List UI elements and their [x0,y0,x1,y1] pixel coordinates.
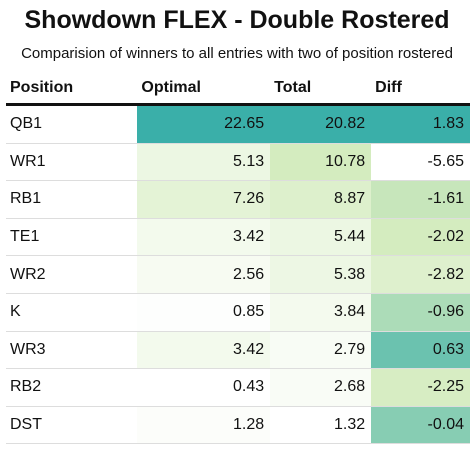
position-cell: RB1 [6,180,138,219]
value-cell: -2.25 [371,368,470,407]
data-table: Position Optimal Total Diff QB1 22.65 20.82 1.… [6,73,470,445]
column-header: Optimal [137,73,271,106]
position-cell: TE1 [6,218,138,257]
value-cell: 0.85 [137,293,271,332]
table-row: RB2 0.43 2.68 -2.25 [6,368,470,407]
value-cell: -0.04 [371,406,470,445]
value-cell: 5.44 [270,218,372,257]
value-cell: -1.61 [371,180,470,219]
column-header: Position [6,73,138,106]
table-row: QB1 22.65 20.82 1.83 [6,104,470,144]
position-cell: QB1 [6,104,138,144]
title: Showdown FLEX - Double Rostered [24,6,450,34]
table-row: WR3 3.42 2.79 0.63 [6,331,470,370]
table-row: DST 1.28 1.32 -0.04 [6,406,470,445]
value-cell: -2.82 [371,255,470,294]
value-cell: 3.84 [270,293,372,332]
value-cell: 1.83 [371,104,470,144]
column-header: Diff [371,73,470,106]
value-cell: 1.32 [270,406,372,445]
value-cell: 7.26 [137,180,271,219]
column-header: Total [270,73,372,106]
table-row: RB1 7.26 8.87 -1.61 [6,180,470,219]
value-cell: 22.65 [137,104,271,144]
position-cell: WR1 [6,143,138,182]
value-cell: 2.56 [137,255,271,294]
position-cell: WR3 [6,331,138,370]
value-cell: -0.96 [371,293,470,332]
position-cell: DST [6,406,138,445]
value-cell: 0.63 [371,331,470,370]
value-cell: 10.78 [270,143,372,182]
table-row: TE1 3.42 5.44 -2.02 [6,218,470,257]
value-cell: 1.28 [137,406,271,445]
value-cell: 3.42 [137,331,271,370]
position-cell: RB2 [6,368,138,407]
value-cell: -5.65 [371,143,470,182]
value-cell: 3.42 [137,218,271,257]
value-cell: 5.38 [270,255,372,294]
table-body: QB1 22.65 20.82 1.83 WR1 5.13 10.78 -5.65 RB1 7.2… [6,104,470,445]
value-cell: 20.82 [270,104,372,144]
subtitle: Comparision of winners to all entries wi… [21,45,453,62]
value-cell: 2.79 [270,331,372,370]
position-cell: WR2 [6,255,138,294]
value-cell: 5.13 [137,143,271,182]
value-cell: 8.87 [270,180,372,219]
table-row: K 0.85 3.84 -0.96 [6,293,470,332]
position-cell: K [6,293,138,332]
header-row: Position Optimal Total Diff [6,73,470,106]
value-cell: 0.43 [137,368,271,407]
table-row: WR1 5.13 10.78 -5.65 [6,143,470,182]
value-cell: -2.02 [371,218,470,257]
table-row: WR2 2.56 5.38 -2.82 [6,255,470,294]
value-cell: 2.68 [270,368,372,407]
